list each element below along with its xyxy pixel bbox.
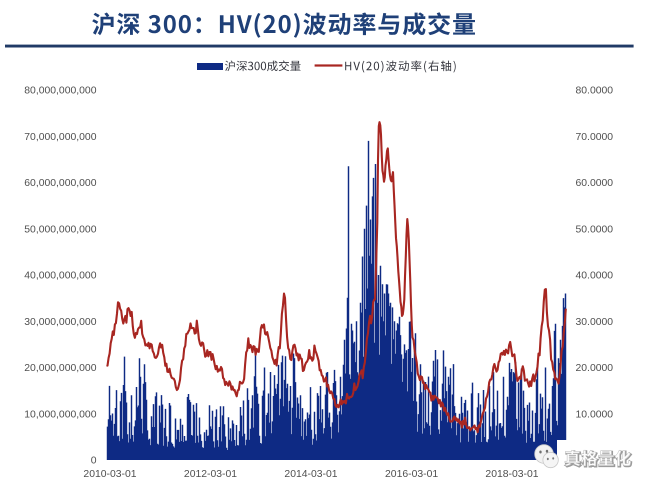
svg-text:20.0000: 20.0000 — [576, 363, 614, 374]
svg-text:50,000,000,000: 50,000,000,000 — [24, 224, 96, 235]
svg-text:30.0000: 30.0000 — [576, 317, 614, 328]
svg-text:10,000,000,000: 10,000,000,000 — [24, 409, 96, 420]
svg-text:60,000,000,000: 60,000,000,000 — [24, 178, 96, 189]
svg-text:0: 0 — [91, 456, 97, 467]
svg-text:30,000,000,000: 30,000,000,000 — [24, 317, 96, 328]
svg-text:60.0000: 60.0000 — [576, 178, 614, 189]
svg-text:2018-03-01: 2018-03-01 — [485, 469, 538, 480]
svg-text:40,000,000,000: 40,000,000,000 — [24, 271, 96, 282]
svg-text:50.0000: 50.0000 — [576, 224, 614, 235]
svg-text:2010-03-01: 2010-03-01 — [83, 469, 136, 480]
svg-text:80.0000: 80.0000 — [576, 86, 614, 97]
svg-text:40.0000: 40.0000 — [576, 271, 614, 282]
svg-text:2016-03-01: 2016-03-01 — [385, 469, 438, 480]
svg-text:70,000,000,000: 70,000,000,000 — [24, 132, 96, 143]
svg-text:10.0000: 10.0000 — [576, 409, 614, 420]
svg-text:80,000,000,000: 80,000,000,000 — [24, 86, 96, 97]
svg-text:2014-03-01: 2014-03-01 — [284, 469, 337, 480]
svg-text:20,000,000,000: 20,000,000,000 — [24, 363, 96, 374]
svg-text:70.0000: 70.0000 — [576, 132, 614, 143]
svg-text:2012-03-01: 2012-03-01 — [184, 469, 237, 480]
